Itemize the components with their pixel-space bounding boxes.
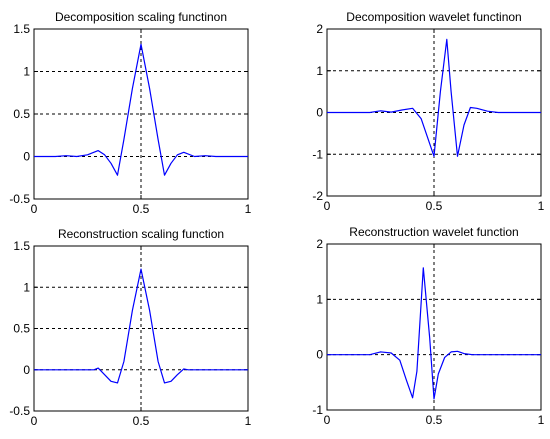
subplot-2: -2 -1 0 1 2 0 0.5 1 Decomposition wavelet functi… xyxy=(312,10,544,213)
y-tick-label: 1 xyxy=(23,280,30,294)
x-tick-label: 1 xyxy=(245,414,252,428)
y-tick-label: 0.5 xyxy=(13,322,30,336)
x-tick-label: 0.5 xyxy=(426,199,443,213)
x-tick-label: 1 xyxy=(245,202,252,216)
x-tick-label: 0 xyxy=(31,414,38,428)
x-tick-label: 1 xyxy=(538,199,545,213)
y-tick-label: 0.5 xyxy=(13,107,30,121)
x-tick-label: 0 xyxy=(324,413,331,427)
x-tick-label: 0 xyxy=(324,199,331,213)
series-line xyxy=(34,43,248,176)
y-tick-label: -0.5 xyxy=(9,192,30,206)
y-tick-label: 1 xyxy=(316,292,323,306)
y-tick-label: -1 xyxy=(312,403,323,417)
y-tick-label: 1 xyxy=(316,64,323,78)
subplot-title: Reconstruction wavelet function xyxy=(349,225,518,239)
subplot-title: Decomposition scaling functinon xyxy=(55,10,227,24)
y-tick-label: 0 xyxy=(316,106,323,120)
series-line xyxy=(34,268,248,384)
x-tick-label: 1 xyxy=(538,413,545,427)
y-tick-label: 0 xyxy=(23,363,30,377)
x-tick-label: 0 xyxy=(31,202,38,216)
series-line xyxy=(327,38,541,157)
y-tick-label: 1 xyxy=(23,65,30,79)
x-tick-label: 0.5 xyxy=(426,413,443,427)
x-tick-label: 0.5 xyxy=(133,414,150,428)
y-tick-label: 1.5 xyxy=(13,22,30,36)
y-tick-label: 2 xyxy=(316,22,323,36)
series-line xyxy=(327,267,541,400)
y-tick-label: 2 xyxy=(316,237,323,251)
subplot-title: Reconstruction scaling function xyxy=(58,227,224,241)
y-tick-label: -0.5 xyxy=(9,404,30,418)
x-tick-label: 0.5 xyxy=(133,202,150,216)
y-tick-label: -1 xyxy=(312,147,323,161)
subplot-title: Decomposition wavelet functinon xyxy=(346,10,521,24)
y-tick-label: -2 xyxy=(312,189,323,203)
y-tick-label: 0 xyxy=(316,348,323,362)
y-tick-label: 1.5 xyxy=(13,239,30,253)
y-tick-label: 0 xyxy=(23,150,30,164)
